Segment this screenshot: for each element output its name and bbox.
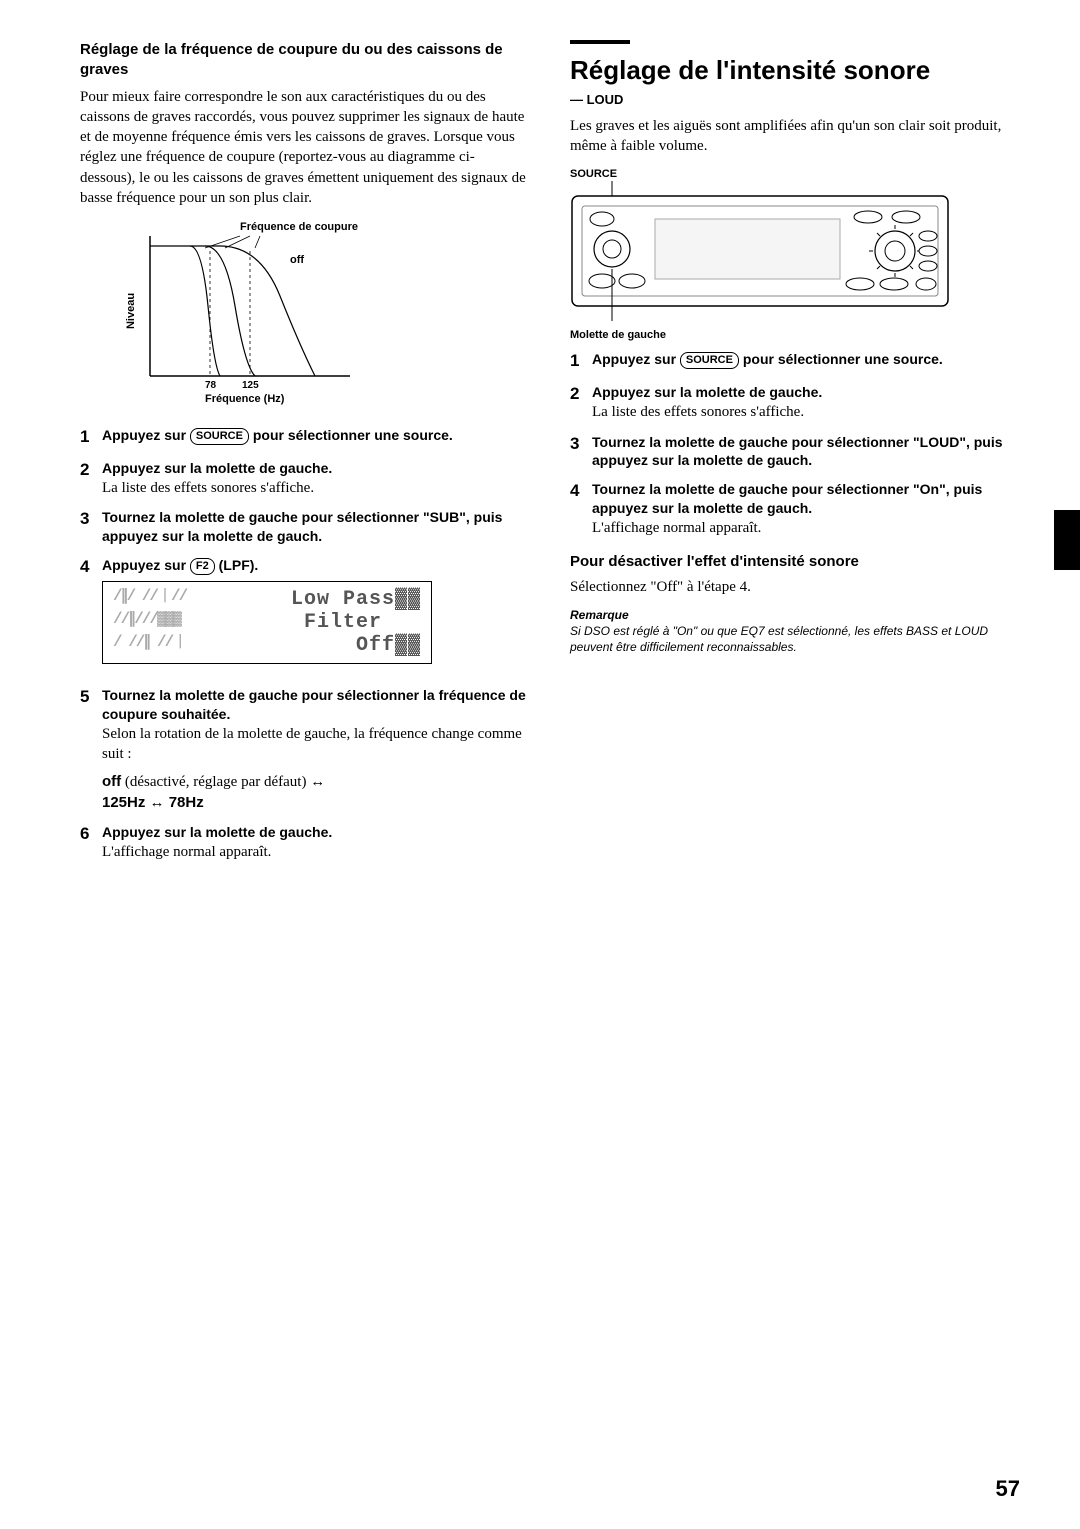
step-text: La liste des effets sonores s'affiche. — [592, 402, 1020, 422]
loud-subhead: — LOUD — [570, 91, 1020, 109]
step-text: Appuyez sur — [592, 351, 680, 367]
step-4: 4 Appuyez sur F2 (LPF). /∥/ //｜//Low Pas… — [80, 556, 530, 676]
lcd-line: Filter — [304, 611, 382, 634]
r-step-1: 1 Appuyez sur SOURCE pour sélectionner u… — [570, 350, 1020, 373]
right-intro: Les graves et les aiguës sont amplifiées… — [570, 116, 1020, 157]
side-tab-icon — [1054, 510, 1080, 570]
lcd-line: Low Pass — [291, 588, 395, 611]
source-button: SOURCE — [680, 352, 739, 369]
left-steps: 1 Appuyez sur SOURCE pour sélectionner u… — [80, 426, 530, 862]
remark-title: Remarque — [570, 607, 1020, 623]
lcd-display: /∥/ //｜//Low Pass▓▓ //∥///▓▓▓Filter / //… — [102, 581, 432, 664]
svg-text:125: 125 — [242, 380, 259, 391]
device-diagram: SOURCE — [570, 167, 1020, 343]
step-title: Tournez la molette de gauche pour sélect… — [102, 686, 530, 724]
step-2: 2 Appuyez sur la molette de gauche. La l… — [80, 459, 530, 498]
deactivate-text: Sélectionnez "Off" à l'étape 4. — [570, 577, 1020, 597]
step-text: L'affichage normal apparaît. — [102, 842, 530, 862]
step-title: Tournez la molette de gauche pour sélect… — [592, 480, 1020, 518]
step-title: Appuyez sur la molette de gauche. — [592, 383, 1020, 402]
step-1: 1 Appuyez sur SOURCE pour sélectionner u… — [80, 426, 530, 449]
r-step-4: 4 Tournez la molette de gauche pour séle… — [570, 480, 1020, 538]
step-5: 5 Tournez la molette de gauche pour séle… — [80, 686, 530, 813]
seq-text: (désactivé, réglage par défaut) — [121, 774, 310, 790]
step-title: Appuyez sur la molette de gauche. — [102, 459, 530, 478]
step-text: pour sélectionner une source. — [249, 427, 453, 443]
step-title: Appuyez sur la molette de gauche. — [102, 823, 530, 842]
frequency-diagram: Niveau Fréquence de coupure off 78 125 — [120, 216, 530, 412]
device-label-source: SOURCE — [570, 167, 1020, 182]
r-step-2: 2 Appuyez sur la molette de gauche. La l… — [570, 383, 1020, 422]
step-title: Tournez la molette de gauche pour sélect… — [102, 508, 530, 546]
right-column: Réglage de l'intensité sonore — LOUD Les… — [570, 40, 1020, 872]
deactivate-title: Pour désactiver l'effet d'intensité sono… — [570, 552, 1020, 572]
svg-text:Niveau: Niveau — [125, 293, 137, 329]
right-heading: Réglage de l'intensité sonore — [570, 54, 1020, 87]
r-step-3: 3 Tournez la molette de gauche pour séle… — [570, 433, 1020, 471]
device-label-wheel: Molette de gauche — [570, 328, 1020, 343]
svg-text:Fréquence de coupure: Fréquence de coupure — [240, 221, 358, 233]
step-text: Appuyez sur — [102, 427, 190, 443]
page-number: 57 — [996, 1474, 1020, 1504]
right-steps: 1 Appuyez sur SOURCE pour sélectionner u… — [570, 350, 1020, 538]
left-heading: Réglage de la fréquence de coupure du ou… — [80, 40, 530, 81]
left-intro: Pour mieux faire correspondre le son aux… — [80, 87, 530, 209]
step-title: Tournez la molette de gauche pour sélect… — [592, 433, 1020, 471]
step-text: La liste des effets sonores s'affiche. — [102, 478, 530, 498]
step-text: pour sélectionner une source. — [739, 351, 943, 367]
step-text: (LPF). — [215, 557, 259, 573]
step-text: Appuyez sur — [102, 557, 190, 573]
left-column: Réglage de la fréquence de coupure du ou… — [80, 40, 530, 872]
seq-off: off — [102, 773, 121, 790]
rule-icon — [570, 40, 630, 44]
step-text: L'affichage normal apparaît. — [592, 518, 1020, 538]
svg-text:off: off — [290, 254, 304, 266]
step-3: 3 Tournez la molette de gauche pour séle… — [80, 508, 530, 546]
lcd-line: Off — [356, 634, 395, 657]
f2-button: F2 — [190, 558, 215, 575]
svg-text:78: 78 — [205, 380, 217, 391]
step-text: Selon la rotation de la molette de gauch… — [102, 724, 530, 765]
step-6: 6 Appuyez sur la molette de gauche. L'af… — [80, 823, 530, 862]
seq-rest: 125Hz ↔ 78Hz — [102, 794, 204, 811]
svg-text:Fréquence (Hz): Fréquence (Hz) — [205, 393, 285, 405]
source-button: SOURCE — [190, 428, 249, 445]
remark-text: Si DSO est réglé à "On" ou que EQ7 est s… — [570, 623, 1020, 655]
